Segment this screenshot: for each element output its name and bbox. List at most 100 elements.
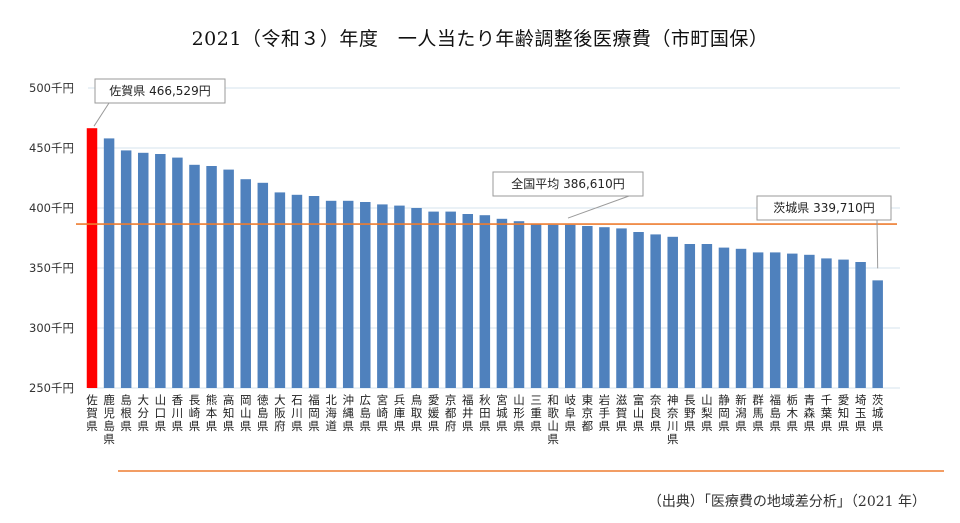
average-callout-box [492,171,644,197]
bar [223,169,234,388]
x-tick-label: 埼玉県 [855,393,867,433]
bar [120,150,132,388]
bar [240,179,251,388]
x-tick-label: 愛知県 [838,393,850,433]
x-tick-label: 茨城県 [872,393,884,433]
x-tick-label: 熊本県 [206,393,218,433]
bar [342,200,354,388]
y-tick-label: 250千円 [29,381,74,395]
x-tick-label: 愛媛県 [428,393,440,433]
x-tick-label: 大分県 [137,393,149,433]
x-tick-label: 宮崎県 [377,393,389,433]
x-tick-label: 滋賀県 [616,393,628,433]
x-tick-label: 岐阜県 [564,393,576,433]
x-tick-label: 富山県 [633,393,645,433]
x-tick-label: 香川県 [172,393,184,433]
x-tick-label: 鳥取県 [411,393,423,433]
x-tick-label: 長崎県 [189,393,201,433]
x-tick-label: 石川県 [291,393,303,433]
bar [274,192,286,388]
bar [838,259,849,388]
x-tick-label: 北海道 [325,393,337,433]
bar [137,152,149,388]
bar [804,254,815,388]
x-tick-label: 島根県 [120,393,132,433]
saga-callout-label: 佐賀県 466,529円 [109,84,210,98]
x-tick-label: 佐賀県 [86,393,98,433]
x-tick-label: 沖縄県 [342,393,354,433]
x-tick-label: 宮城県 [496,393,508,433]
x-tick-label: 長野県 [684,393,696,433]
bar [787,253,798,388]
x-tick-label: 神奈川県 [667,393,679,446]
bar [752,252,764,388]
bar [291,194,303,388]
x-tick-label: 東京都 [582,393,594,433]
bar [530,223,542,388]
x-tick-label: 山梨県 [701,393,713,433]
x-tick-label: 鹿児島県 [103,393,115,446]
bar [445,211,456,388]
bar [479,215,491,388]
x-tick-label: 広島県 [360,393,372,433]
bar [155,154,166,388]
bar [462,214,474,388]
y-tick-label: 500千円 [29,81,74,95]
x-tick-label: 岩手県 [599,393,611,433]
x-tick-label: 群馬県 [752,393,764,433]
bar [103,138,115,388]
average-callout-pointer [567,195,630,219]
bar [325,200,337,388]
x-tick-label: 山形県 [513,393,525,433]
ibaraki-callout-pointer [876,219,879,269]
x-tick-label: 奈良県 [650,393,662,433]
x-tick-label: 新潟県 [735,393,747,433]
bar [769,252,781,388]
saga-callout-pointer [93,102,110,127]
bar [872,280,883,388]
x-tick-label: 高知県 [223,393,235,433]
x-tick-label: 兵庫県 [394,393,406,433]
x-tick-label: 京都府 [445,393,457,433]
bar [599,227,610,388]
bar [616,228,627,388]
bar [582,226,593,388]
x-tick-label: 岡山県 [240,393,252,433]
bar [496,218,508,388]
x-tick-label: 三重県 [530,393,542,433]
x-tick-label: 千葉県 [821,393,833,433]
x-tick-label: 大阪府 [274,393,286,433]
x-tick-label: 山口県 [155,393,167,433]
bar [821,258,832,388]
ibaraki-callout-box [756,195,892,221]
bar [377,204,388,388]
y-tick-label: 450千円 [29,141,74,155]
bar [206,166,217,388]
bar [172,157,183,388]
bar [650,234,661,388]
x-tick-label: 栃木県 [787,393,799,433]
bar [394,205,405,388]
bar [189,164,200,388]
bar [564,224,576,388]
y-tick-label: 400千円 [29,201,74,215]
bar [257,182,269,388]
bar [633,232,644,388]
x-tick-label: 和歌山県 [547,393,559,446]
ibaraki-callout-label: 茨城県 339,710円 [773,201,874,215]
x-tick-label: 福島県 [769,393,781,433]
x-tick-label: 青森県 [804,393,816,433]
x-tick-label: 秋田県 [479,393,491,433]
bar [667,236,678,388]
x-tick-label: 静岡県 [718,393,730,433]
x-tick-label: 福井県 [462,393,474,433]
bar [547,224,559,388]
bar [735,248,747,388]
y-tick-label: 300千円 [29,321,74,335]
bar [513,221,525,388]
bar [308,196,320,388]
x-tick-label: 福岡県 [308,393,320,433]
bar [360,202,371,388]
source-note: （出典）「医療費の地域差分析」（2021 年） [647,494,926,510]
